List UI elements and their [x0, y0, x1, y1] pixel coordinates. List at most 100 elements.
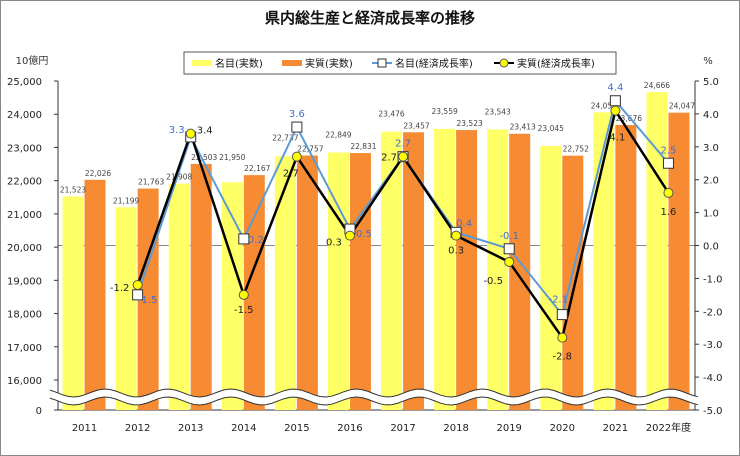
real-growth-label: -2.8 [553, 352, 573, 363]
left-tick-label: 18,000 [7, 310, 42, 321]
real-growth-marker [344, 230, 355, 241]
real-growth-label: -1.2 [110, 283, 130, 294]
bar-real [349, 153, 371, 410]
bar-nominal-label: 21,199 [113, 196, 139, 205]
real-growth-label: 2.7 [381, 153, 397, 164]
bar-nominal [540, 145, 562, 410]
nominal-growth-marker [238, 233, 250, 245]
bar-real-label: 23,457 [403, 121, 429, 130]
bar-nominal [221, 182, 243, 410]
real-growth-marker [504, 256, 515, 267]
real-growth-marker [557, 332, 568, 343]
real-growth-label: 0.3 [326, 238, 342, 249]
axis-break-line [49, 388, 699, 398]
bar-real-label: 22,026 [85, 169, 111, 178]
bar-real [403, 132, 425, 410]
bar-nominal-label: 23,476 [378, 110, 404, 119]
nominal-growth-label: 3.3 [169, 125, 185, 136]
left-tick-label: 25,000 [7, 77, 42, 88]
nominal-growth-label: 0.5 [356, 229, 372, 240]
nominal-growth-label: 4.4 [607, 83, 623, 94]
real-growth-marker [238, 289, 249, 300]
legend-label: 実質(経済成長率) [517, 57, 595, 70]
nominal-growth-marker [291, 121, 303, 133]
bar-nominal-label: 23,045 [538, 124, 564, 133]
bar-real-label: 24,047 [669, 102, 695, 111]
bar-real-label: 22,167 [244, 164, 270, 173]
left-tick-label: 21,000 [7, 210, 42, 221]
real-growth-label: -0.5 [483, 276, 503, 287]
bar-nominal-label: 22,737 [272, 134, 298, 143]
real-growth-marker [185, 128, 196, 139]
right-tick-label: 3.0 [703, 143, 719, 154]
nominal-growth-marker [556, 309, 568, 321]
bar-real-label: 22,831 [350, 142, 376, 151]
x-tick-label: 2022年度 [646, 421, 691, 434]
bar-nominal [646, 92, 668, 410]
right-tick-label: -5.0 [703, 406, 723, 417]
axis-break-line [49, 396, 699, 406]
nominal-growth-marker [662, 157, 674, 169]
legend-label: 名目(実数) [215, 57, 263, 70]
bar-nominal-label: 24,666 [644, 81, 670, 90]
nominal-growth-label: 0.2 [248, 235, 264, 246]
bar-nominal-label: 22,849 [325, 130, 351, 139]
chart-title: 県内総生産と経済成長率の推移 [265, 9, 475, 27]
legend-box [183, 51, 617, 75]
right-tick-label: -2.0 [703, 307, 723, 318]
right-tick-label: 0.0 [703, 242, 719, 253]
real-growth-marker [451, 230, 462, 241]
bar-real-label: 21,763 [138, 178, 164, 187]
left-tick-label: 19,000 [7, 276, 42, 287]
legend-swatch [192, 60, 212, 66]
legend-marker-square-icon [377, 58, 387, 68]
right-tick-label: 2.0 [703, 176, 719, 187]
bar-nominal [381, 131, 403, 410]
left-tick-label: 0 [36, 406, 42, 417]
nominal-growth-label: 0.4 [456, 218, 472, 229]
right-tick-label: -3.0 [703, 340, 723, 351]
left-axis-unit: 10億円 [16, 54, 49, 67]
left-tick-label: 17,000 [7, 343, 42, 354]
x-tick-label: 2017 [390, 423, 415, 434]
legend-label: 実質(実数) [305, 57, 353, 70]
x-tick-label: 2013 [178, 423, 203, 434]
bar-real [137, 188, 159, 410]
real-growth-label: 0.3 [448, 246, 464, 257]
right-tick-label: 1.0 [703, 209, 719, 220]
bar-real [562, 155, 584, 410]
left-tick-label: 22,000 [7, 177, 42, 188]
bar-real-label: 22,757 [297, 145, 323, 154]
right-tick-label: -1.0 [703, 274, 723, 285]
left-tick-label: 20,000 [7, 243, 42, 254]
bar-nominal-label: 23,559 [432, 107, 458, 116]
bar-nominal [62, 196, 84, 410]
bar-real [509, 133, 531, 410]
bar-real-label: 22,752 [563, 145, 589, 154]
left-tick-label: 23,000 [7, 143, 42, 154]
real-growth-marker [663, 187, 674, 198]
nominal-growth-marker [609, 95, 621, 107]
nominal-growth-label: 3.6 [289, 109, 305, 120]
nominal-growth-label: -1.5 [138, 295, 158, 306]
nominal-growth-label: -2.1 [549, 295, 569, 306]
real-growth-marker [610, 105, 621, 116]
right-axis-unit: % [703, 56, 713, 67]
right-tick-label: -4.0 [703, 373, 723, 384]
bar-real [456, 130, 478, 411]
nominal-growth-label: -0.1 [499, 231, 519, 242]
real-growth-label: 1.6 [661, 207, 677, 218]
bar-nominal-label: 24,058 [591, 101, 617, 110]
plot-area: 25,000 24,000 23,000 22,000 21,000 20,000 19,0… [7, 77, 723, 434]
bar-nominal [115, 207, 137, 410]
bar-nominal-label: 21,908 [166, 173, 192, 182]
real-growth-label: 3.4 [197, 126, 213, 137]
real-growth-marker [398, 151, 409, 162]
legend-label: 名目(経済成長率) [395, 57, 473, 70]
left-tick-label: 16,000 [7, 376, 42, 387]
left-tick-label: 24,000 [7, 110, 42, 121]
x-tick-label: 2019 [496, 423, 521, 434]
bar-nominal [487, 129, 509, 410]
bar-real-label: 23,413 [510, 123, 536, 132]
